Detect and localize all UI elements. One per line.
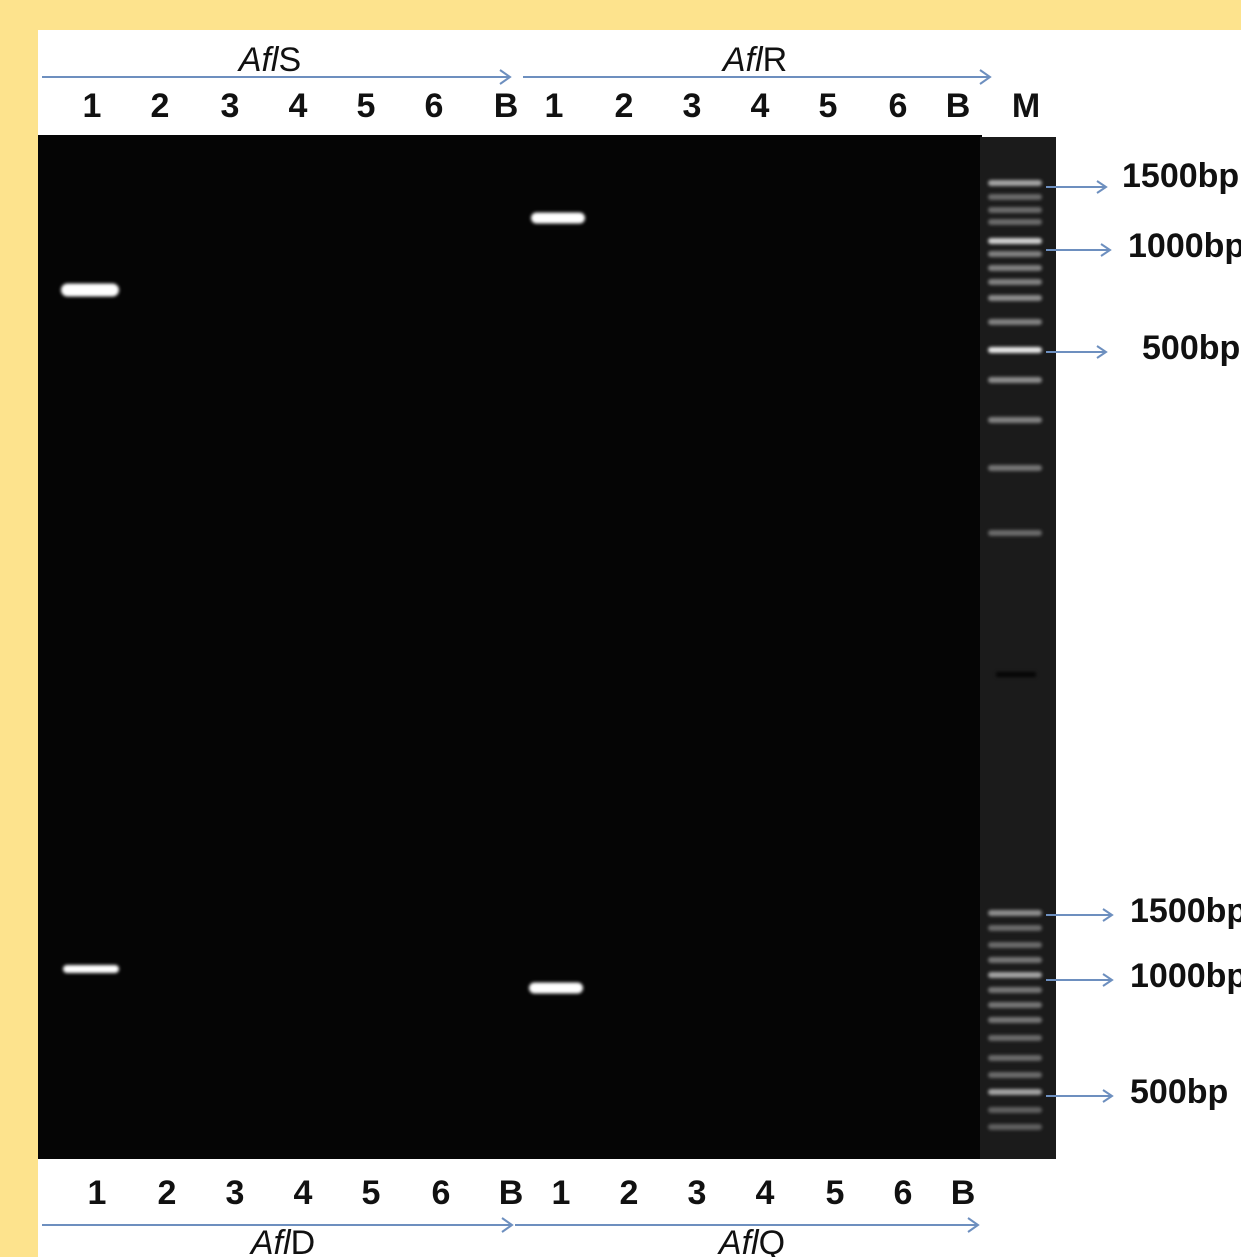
lane-label: B bbox=[499, 1174, 524, 1212]
lane-label: 1 bbox=[88, 1174, 107, 1212]
lane-label: 6 bbox=[894, 1174, 913, 1212]
top-arrows bbox=[42, 69, 992, 85]
lane-label: 3 bbox=[226, 1174, 245, 1212]
lane-label: 6 bbox=[425, 87, 444, 125]
lane-label: 2 bbox=[615, 87, 634, 125]
ladder-band bbox=[988, 530, 1042, 536]
ladder-band bbox=[988, 1089, 1042, 1095]
lane-label: 5 bbox=[826, 1174, 845, 1212]
lane-label: 3 bbox=[221, 87, 240, 125]
marker-arrows bbox=[1046, 180, 1114, 1103]
ladder-band bbox=[988, 910, 1042, 916]
ladder-band bbox=[988, 238, 1042, 244]
marker-label: 1500bp bbox=[1122, 157, 1239, 195]
lane-label: 1 bbox=[83, 87, 102, 125]
ladder-band bbox=[988, 347, 1042, 353]
lane-label: 1 bbox=[552, 1174, 571, 1212]
ladder-band bbox=[988, 1055, 1042, 1061]
lane-label: 1 bbox=[545, 87, 564, 125]
marker-label: 500bp bbox=[1130, 1073, 1228, 1111]
lane-label: 6 bbox=[889, 87, 908, 125]
ladder-band bbox=[988, 987, 1042, 993]
marker-label: 1500bp bbox=[1130, 892, 1241, 930]
ladder-band bbox=[988, 295, 1042, 301]
lane-label: 4 bbox=[289, 87, 308, 125]
ladder-band bbox=[996, 672, 1036, 677]
gene-label: AflD bbox=[249, 1224, 315, 1257]
dna-band bbox=[531, 212, 585, 224]
ladder-band bbox=[988, 1035, 1042, 1041]
ladder-band bbox=[988, 265, 1042, 271]
ladder-band bbox=[988, 465, 1042, 471]
dna-band bbox=[529, 982, 583, 994]
gene-label: AflR bbox=[721, 41, 787, 79]
marker-label: 500bp bbox=[1142, 329, 1240, 367]
ladder-band bbox=[988, 972, 1042, 978]
bottom-arrows bbox=[42, 1217, 980, 1233]
lane-label: 2 bbox=[158, 1174, 177, 1212]
lane-label: 4 bbox=[751, 87, 770, 125]
ladder-band bbox=[988, 279, 1042, 285]
gene-label: AflS bbox=[237, 41, 301, 79]
bands bbox=[61, 180, 1042, 1130]
ladder-band bbox=[988, 194, 1042, 200]
ladder-band bbox=[988, 1017, 1042, 1023]
lane-label: M bbox=[1012, 87, 1040, 125]
lane-label: 5 bbox=[362, 1174, 381, 1212]
lane-label: 2 bbox=[151, 87, 170, 125]
ladder-band bbox=[988, 417, 1042, 423]
gel bbox=[38, 135, 982, 1159]
lane-label: 3 bbox=[683, 87, 702, 125]
lane-label: B bbox=[951, 1174, 976, 1212]
ladder-band bbox=[988, 942, 1042, 948]
ladder-band bbox=[988, 1107, 1042, 1113]
gene-label: AflQ bbox=[717, 1224, 785, 1257]
ladder-band bbox=[988, 207, 1042, 213]
lane-label: B bbox=[946, 87, 971, 125]
dna-band bbox=[61, 283, 119, 297]
ladder-band bbox=[988, 1002, 1042, 1008]
marker-label: 1000bp bbox=[1130, 957, 1241, 995]
dna-band bbox=[63, 965, 119, 973]
lane-label: 4 bbox=[294, 1174, 313, 1212]
ladder-band bbox=[988, 1072, 1042, 1078]
lane-label: 2 bbox=[620, 1174, 639, 1212]
lane-label: B bbox=[494, 87, 519, 125]
lane-label: 5 bbox=[819, 87, 838, 125]
lane-label: 6 bbox=[432, 1174, 451, 1212]
ladder-band bbox=[988, 925, 1042, 931]
lane-label: 5 bbox=[357, 87, 376, 125]
ladder-band bbox=[988, 957, 1042, 963]
ladder-band bbox=[988, 319, 1042, 325]
ladder-band bbox=[988, 1124, 1042, 1130]
ladder-band bbox=[988, 180, 1042, 186]
lane-label: 3 bbox=[688, 1174, 707, 1212]
marker-label: 1000bp bbox=[1128, 227, 1241, 265]
ladder-band bbox=[988, 219, 1042, 225]
lane-label: 4 bbox=[756, 1174, 775, 1212]
ladder-band bbox=[988, 377, 1042, 383]
ladder-band bbox=[988, 251, 1042, 257]
